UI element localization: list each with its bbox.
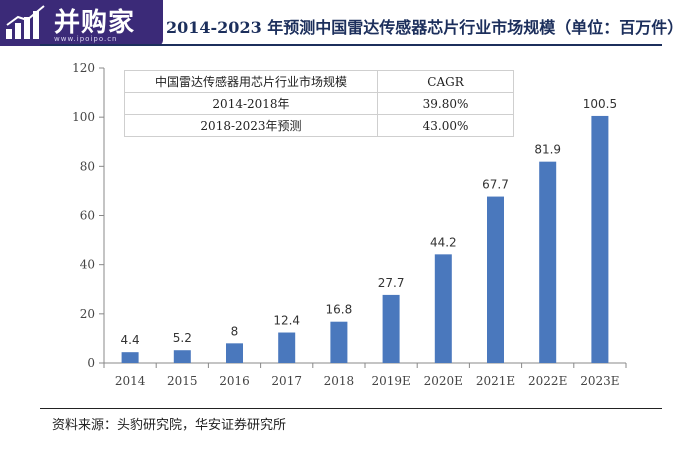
bar: [434, 254, 452, 363]
bar-series: [121, 115, 609, 363]
bar-value-label: 27.7: [378, 276, 405, 290]
bar-value-label: 44.2: [430, 235, 457, 249]
bar: [591, 115, 609, 363]
bar-value-label: 100.5: [583, 97, 617, 111]
logo-url: www.ipoipo.cn: [54, 35, 118, 43]
chart-title: 2014-2023 年预测中国雷达传感器芯片行业市场规模（单位：百万件）: [166, 18, 684, 37]
y-tick-label: 100: [72, 110, 95, 124]
bar-value-label: 16.8: [326, 303, 353, 317]
x-tick-label: 2014: [115, 374, 146, 388]
table-header-row: 中国雷达传感器用芯片行业市场规模 CAGR: [124, 70, 514, 93]
cagr-table: 中国雷达传感器用芯片行业市场规模 CAGR 2014-2018年 39.80% …: [124, 70, 514, 137]
bar-value-label: 8: [231, 324, 239, 338]
y-tick-label: 40: [80, 258, 95, 272]
x-tick-label: 2020E: [424, 374, 463, 388]
watermark-logo: 并购家 www.ipoipo.cn: [0, 0, 163, 46]
bar-chart-icon: [6, 5, 45, 39]
bar: [330, 321, 348, 363]
x-tick-label: 2019E: [371, 374, 410, 388]
x-tick-label: 2018: [324, 374, 355, 388]
bar-value-label: 67.7: [482, 178, 509, 192]
bar: [539, 161, 557, 363]
y-tick-label: 0: [87, 356, 95, 370]
x-tick-label: 2016: [219, 374, 250, 388]
y-tick-label: 60: [80, 209, 95, 223]
bar: [226, 343, 243, 363]
source-note: 资料来源：头豹研究院，华安证券研究所: [52, 418, 287, 433]
x-axis: 2014 2015 2016 2017 2018 2019E 2020E 2021E 2022E…: [103, 362, 627, 388]
y-tick-label: 120: [72, 61, 95, 75]
bar-value-label: 4.4: [121, 333, 140, 347]
x-tick-label: 2023E: [580, 374, 619, 388]
bar: [382, 294, 400, 363]
x-tick-label: 2021E: [476, 374, 515, 388]
title-divider: [40, 44, 662, 46]
x-tick-label: 2017: [271, 374, 302, 388]
x-tick-label: 2015: [167, 374, 198, 388]
data-labels: 4.4 5.2 8 12.4 16.8 27.7 44.2 67.7 81.9 100.5: [121, 97, 618, 347]
bar-value-label: 81.9: [534, 143, 561, 157]
y-axis: 0 20 40 60 80 100 120: [72, 61, 105, 370]
footer-divider: [40, 408, 662, 409]
table-header-cell: CAGR: [377, 70, 514, 93]
table-cell-cagr: 43.00%: [377, 114, 514, 137]
bar-value-label: 12.4: [273, 314, 300, 328]
y-tick-label: 20: [80, 307, 95, 321]
x-tick-label: 2022E: [528, 374, 567, 388]
bar-value-label: 5.2: [173, 331, 192, 345]
y-tick-label: 80: [80, 159, 95, 173]
bar: [121, 352, 139, 363]
bar: [487, 196, 504, 363]
table-row: 2018-2023年预测 43.00%: [124, 114, 514, 137]
table-row: 2014-2018年 39.80%: [124, 92, 514, 115]
bar: [173, 350, 191, 363]
bar: [278, 332, 296, 363]
table-header-cell: 中国雷达传感器用芯片行业市场规模: [124, 70, 378, 93]
table-cell-period: 2014-2018年: [124, 92, 378, 115]
table-cell-cagr: 39.80%: [377, 92, 514, 115]
table-cell-period: 2018-2023年预测: [124, 114, 378, 137]
logo-text: 并购家: [54, 8, 136, 38]
